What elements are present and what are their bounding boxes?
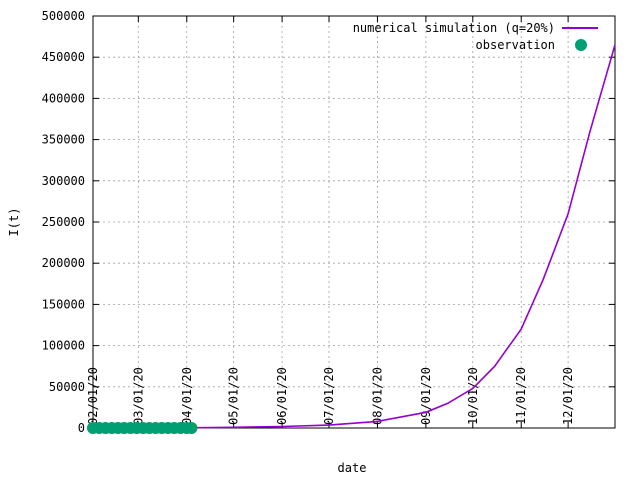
y-axis: 0 50000 100000 150000 200000 250000 300000 3500…: [42, 9, 615, 435]
x-tick-label: 11/01/20: [514, 367, 528, 425]
y-tick-label: 300000: [42, 174, 85, 188]
y-tick-label: 350000: [42, 133, 85, 147]
y-tick-label: 400000: [42, 91, 85, 105]
y-tick-label: 250000: [42, 215, 85, 229]
x-tick-label: 08/01/20: [370, 367, 384, 425]
grid: [93, 16, 615, 428]
x-tick-label: 02/01/20: [86, 367, 100, 425]
y-tick-label: 150000: [42, 297, 85, 311]
legend-swatch-observation: [575, 39, 587, 51]
x-axis: 02/01/20 03/01/20 04/01/20 05/01/20 06/01/20…: [86, 16, 575, 428]
legend-label-observation: observation: [476, 38, 555, 52]
legend-label-simulation: numerical simulation (q=20%): [353, 21, 555, 35]
x-tick-label: 09/01/20: [419, 367, 433, 425]
y-tick-label: 0: [78, 421, 85, 435]
x-tick-label: 05/01/20: [227, 367, 241, 425]
observation-point: [185, 422, 198, 434]
y-tick-label: 450000: [42, 50, 85, 64]
series-layer: [87, 44, 616, 434]
x-tick-label: 04/01/20: [180, 367, 194, 425]
y-tick-label: 100000: [42, 339, 85, 353]
x-tick-label: 07/01/20: [322, 367, 336, 425]
x-tick-label: 12/01/20: [561, 367, 575, 425]
y-tick-label: 200000: [42, 256, 85, 270]
y-tick-label: 50000: [49, 380, 85, 394]
x-tick-label: 10/01/20: [466, 367, 480, 425]
y-tick-label: 500000: [42, 9, 85, 23]
x-tick-label: 03/01/20: [131, 367, 145, 425]
y-axis-label: I(t): [7, 208, 21, 237]
x-tick-label: 06/01/20: [275, 367, 289, 425]
x-axis-label: date: [338, 461, 367, 475]
simulation-line: [92, 44, 616, 429]
legend: numerical simulation (q=20%) observation: [353, 21, 598, 52]
